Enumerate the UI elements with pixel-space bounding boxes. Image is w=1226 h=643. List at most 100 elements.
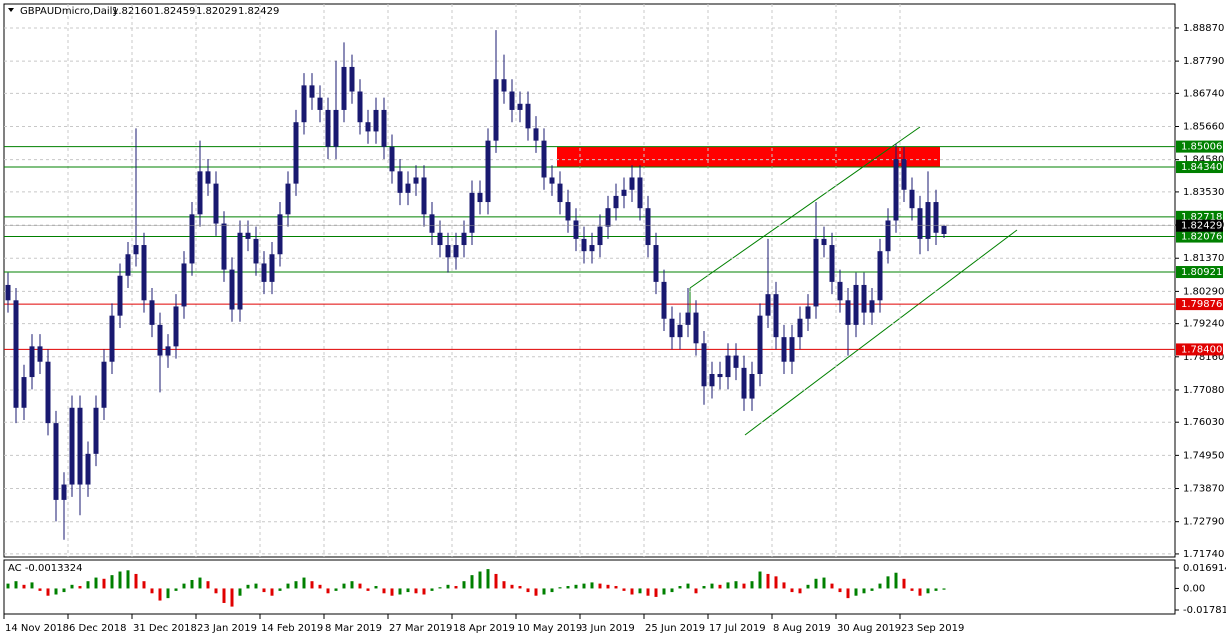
candle-body [493,79,499,141]
ac-bar [638,588,642,594]
ac-bar [486,569,490,589]
current-price-box [1176,219,1223,232]
candle-body [845,300,851,325]
candle-body [309,85,315,98]
ac-bar [910,588,914,591]
ac-bar [382,588,386,594]
ac-bar [646,588,650,596]
candle-body [357,91,363,123]
y-tick-label: 1.80290 [1183,286,1224,297]
y-tick-label: 1.76030 [1183,417,1224,428]
candle-body [333,109,339,147]
ac-bar [942,588,946,590]
ac-bar [718,584,722,589]
candle-body [301,85,307,123]
ac-bar [374,586,378,589]
ac-bar [654,588,658,597]
ac-bar [854,588,858,596]
ac-bar [542,588,546,595]
x-tick-label: 6 Dec 2018 [69,623,127,634]
ac-bar [494,573,498,589]
ac-bar [782,582,786,589]
ac-bar [198,577,202,589]
ac-bar [94,577,98,589]
candle-body [373,109,379,132]
candle-body [637,177,643,209]
indicator-label: AC -0.0013324 [8,563,83,574]
ac-bar [438,587,442,589]
candle-body [661,281,667,319]
ac-bar [86,581,90,589]
x-tick-label: 23 Jan 2019 [197,623,257,634]
ac-bar [534,588,538,596]
ac-bar [222,588,226,603]
resistance-zone [557,147,940,167]
ac-bar [566,586,570,589]
level-label: 1.82718 [1181,212,1222,223]
candle-body [85,453,91,485]
candle-body [573,220,579,239]
candle-body [909,189,915,209]
ac-bar [126,570,130,589]
header-value: 1.82160 [112,6,153,17]
channel-upper [689,126,921,289]
candle-body [933,202,939,233]
indicator-tick-label: 0.0169146 [1183,563,1226,574]
y-tick-label: 1.71740 [1183,549,1224,560]
ac-bar [310,581,314,589]
ac-bar [422,588,426,595]
candle-body [29,346,35,378]
ac-bar [582,583,586,589]
candle-body [13,300,19,408]
candle-body [709,373,715,387]
level-label-box [1176,140,1223,153]
candle-body [813,238,819,307]
ac-bar [838,588,842,593]
candle-body [749,373,755,399]
y-tick-label: 1.81370 [1183,253,1224,264]
candle-body [821,238,827,246]
ac-bar [766,573,770,589]
ac-bar [926,588,930,594]
candle-body [893,159,899,221]
candle-body [213,183,219,224]
candle-body [869,300,875,313]
candle-body [165,346,171,356]
candle-body [365,122,371,132]
ac-bar [246,584,250,589]
ac-bar [790,588,794,593]
candle-body [277,214,283,255]
candle-body [125,254,131,276]
ac-bar [462,581,466,589]
level-label-box [1176,343,1223,356]
candle-body [773,294,779,338]
ac-bar [830,583,834,589]
level-label: 1.84340 [1181,162,1222,173]
ac-bar [886,576,890,589]
ac-bar [118,571,122,589]
ac-bar [606,584,610,589]
x-tick-label: 8 Mar 2019 [325,623,382,634]
candle-body [853,284,859,325]
y-tick-label: 1.87790 [1183,56,1224,67]
candle-body [405,183,411,193]
candle-body [653,245,659,282]
ac-bar [110,575,114,589]
ac-bar [550,588,554,593]
candle-body [917,208,923,239]
ac-bar [158,588,162,601]
candle-body [37,346,43,362]
candle-body [501,79,507,92]
candle-body [925,202,931,239]
candle-body [77,407,83,485]
candle-body [621,189,627,196]
ac-bar [470,575,474,589]
ac-bar [230,588,234,607]
y-tick-label: 1.73870 [1183,484,1224,495]
ac-bar [710,583,714,589]
indicator-frame [3,559,1176,615]
ac-bar [558,587,562,589]
candle-body [133,245,139,255]
ac-bar [758,571,762,589]
ac-bar [62,588,66,593]
